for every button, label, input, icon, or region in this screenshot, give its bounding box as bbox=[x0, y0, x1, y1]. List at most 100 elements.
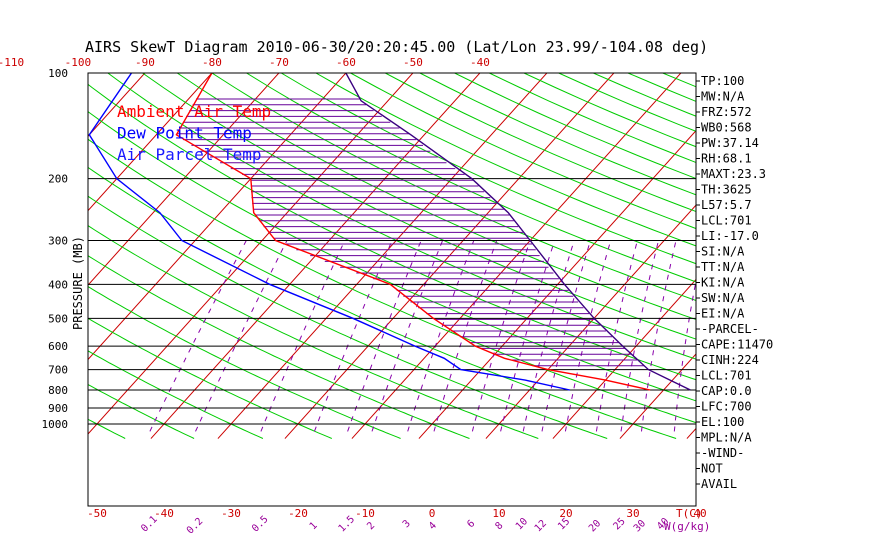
mixing-ratio-line bbox=[541, 240, 591, 432]
dry-adiabat-line bbox=[488, 73, 696, 164]
mixing-ratio-label: 30 bbox=[632, 518, 648, 534]
mixing-ratio-label: 4 bbox=[427, 520, 439, 532]
pressure-tick-label: 600 bbox=[48, 340, 68, 353]
dry-adiabat-line bbox=[88, 255, 470, 439]
index-label: EL:100 bbox=[701, 415, 744, 429]
dry-adiabat-line bbox=[522, 73, 696, 148]
mixing-ratio-line bbox=[371, 240, 444, 432]
mixing-ratio-unit-label: W(g/kg) bbox=[664, 520, 710, 533]
pressure-tick-label: 400 bbox=[48, 278, 68, 291]
pressure-ticks: 100 200 300 400 500 600 700 800 900 1000 bbox=[42, 67, 69, 431]
index-label: TP:100 bbox=[701, 74, 744, 88]
plot-border bbox=[87, 72, 697, 507]
index-label: RH:68.1 bbox=[701, 152, 752, 166]
bottom-temp-tick-label: 10 bbox=[492, 507, 505, 520]
isotherm-line bbox=[217, 73, 548, 439]
pressure-tick-label: 800 bbox=[48, 384, 68, 397]
index-label: MAXT:23.3 bbox=[701, 167, 766, 181]
isotherm-line bbox=[0, 39, 42, 439]
index-label: TT:N/A bbox=[701, 260, 745, 274]
bottom-temp-tick-label: -10 bbox=[355, 507, 375, 520]
top-temp-tick-label: -70 bbox=[269, 56, 289, 69]
pressure-tick-label: 900 bbox=[48, 402, 68, 415]
mixing-ratio-lines bbox=[149, 240, 696, 432]
legend-ambient-air-temp: Ambient Air Temp bbox=[117, 102, 271, 121]
bottom-temp-tick-label: -50 bbox=[87, 507, 107, 520]
mixing-ratio-label: 25 bbox=[611, 516, 627, 532]
mixing-ratio-label: 0.5 bbox=[250, 514, 271, 535]
isotherm-line bbox=[284, 73, 615, 439]
index-label: NOT bbox=[701, 462, 723, 476]
dry-adiabat-line bbox=[88, 317, 332, 439]
dry-adiabat-line bbox=[88, 384, 195, 439]
isotherm-line bbox=[351, 73, 682, 439]
index-label: L57:5.7 bbox=[701, 198, 752, 212]
pressure-tick-label: 500 bbox=[48, 312, 68, 325]
isotherm-line bbox=[754, 39, 870, 439]
mixing-ratio-line bbox=[500, 240, 556, 432]
mixing-ratio-line bbox=[564, 240, 612, 432]
top-temp-tick-label: -40 bbox=[470, 56, 490, 69]
bottom-temp-tick-label: 0 bbox=[429, 507, 436, 520]
cape-hatching bbox=[176, 98, 644, 367]
mixing-ratio-label: 3 bbox=[401, 518, 413, 530]
top-temp-tick-label: -100 bbox=[65, 56, 92, 69]
index-label: LFC:700 bbox=[701, 400, 752, 414]
bottom-temp-ticks: -50 -40 -30 -20 -10 0 10 20 30 40 bbox=[87, 507, 707, 520]
dry-adiabat-line bbox=[349, 73, 696, 230]
isotherm-line bbox=[150, 73, 481, 439]
chart-title: AIRS SkewT Diagram 2010-06-30/20:20:45.0… bbox=[85, 38, 708, 56]
dry-adiabat-line bbox=[141, 73, 696, 340]
index-label: LCL:701 bbox=[701, 214, 752, 228]
isotherm-line bbox=[88, 73, 347, 361]
bottom-temp-tick-label: -20 bbox=[288, 507, 308, 520]
mixing-ratio-line bbox=[620, 240, 659, 432]
index-label: LI:-17.0 bbox=[701, 229, 759, 243]
top-temp-ticks: -120-110-100-90-80-70-60-50-40 bbox=[0, 56, 490, 69]
ambient-temp-line bbox=[175, 73, 651, 391]
x-axis-unit-label: T(C) bbox=[676, 507, 703, 520]
index-label: SW:N/A bbox=[701, 291, 745, 305]
isotherm-line bbox=[619, 353, 696, 439]
index-label: SI:N/A bbox=[701, 245, 745, 259]
mixing-ratio-label: 1 bbox=[308, 520, 320, 532]
index-label: EI:N/A bbox=[701, 307, 745, 321]
dry-adiabat-line bbox=[211, 73, 696, 302]
bottom-temp-tick-label: -30 bbox=[221, 507, 241, 520]
index-label: CAPE:11470 bbox=[701, 338, 773, 352]
mixing-ratio-line bbox=[595, 240, 638, 432]
index-label: MPL:N/A bbox=[701, 431, 752, 445]
top-temp-tick-label: -90 bbox=[135, 56, 155, 69]
mixing-ratio-line bbox=[471, 240, 531, 432]
index-label: LCL:701 bbox=[701, 369, 752, 383]
dry-adiabat-line bbox=[88, 285, 401, 439]
parcel-temp-line bbox=[345, 73, 691, 391]
top-temp-tick-label: -110 bbox=[0, 56, 24, 69]
mixing-ratio-line bbox=[522, 240, 575, 432]
mixing-ratio-labels: 0.1 0.2 0.5 1 1.5 2 3 4 6 8 10 12 15 20 25 30 40 bbox=[139, 514, 671, 537]
index-label: -WIND- bbox=[701, 446, 744, 460]
legend: Ambient Air Temp Dew Point Temp Air Parcel… bbox=[117, 102, 271, 164]
isotherm-line bbox=[88, 73, 280, 286]
isotherm-line bbox=[88, 73, 213, 212]
dry-adiabat-line bbox=[626, 73, 696, 102]
dry-adiabat-line bbox=[384, 73, 696, 213]
isotherm-line bbox=[821, 39, 870, 439]
dry-adiabat-line bbox=[176, 73, 696, 321]
mixing-ratio-label: 2 bbox=[365, 520, 377, 532]
index-label: FRZ:572 bbox=[701, 105, 752, 119]
index-label: TH:3625 bbox=[701, 183, 752, 197]
index-label: CAP:0.0 bbox=[701, 384, 752, 398]
index-label: AVAIL bbox=[701, 477, 737, 491]
index-label: MW:N/A bbox=[701, 90, 745, 104]
index-label: WB0:568 bbox=[701, 121, 752, 135]
mixing-ratio-label: 1.5 bbox=[337, 514, 358, 535]
index-label: -PARCEL- bbox=[701, 322, 759, 336]
dry-adiabat-lines bbox=[88, 73, 696, 439]
top-temp-tick-label: -50 bbox=[403, 56, 423, 69]
dry-adiabat-line bbox=[88, 195, 608, 439]
index-label: CINH:224 bbox=[701, 353, 759, 367]
pressure-tick-label: 1000 bbox=[42, 418, 69, 431]
